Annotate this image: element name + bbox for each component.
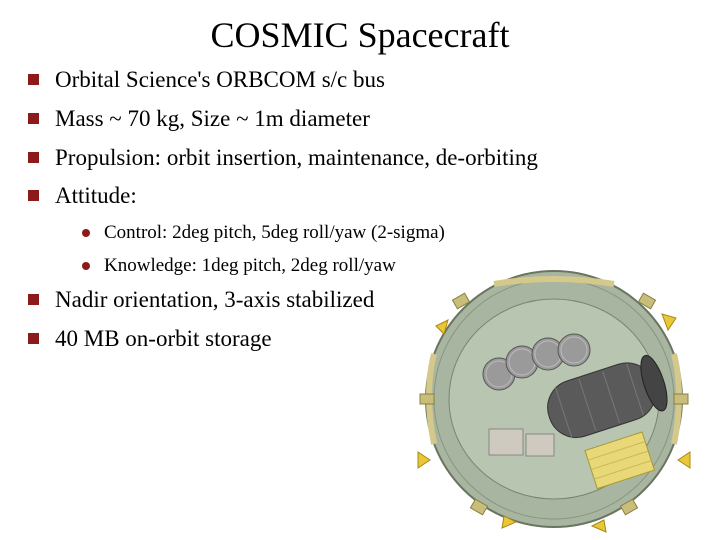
square-bullet-icon [28, 333, 39, 344]
spacecraft-diagram [394, 254, 714, 534]
bullet-text: Attitude: [55, 182, 137, 211]
square-bullet-icon [28, 294, 39, 305]
bullet-text: Mass ~ 70 kg, Size ~ 1m diameter [55, 105, 370, 134]
bullet-text: 40 MB on-orbit storage [55, 325, 272, 354]
sub-bullet-text: Knowledge: 1deg pitch, 2deg roll/yaw [104, 254, 396, 279]
square-bullet-icon [28, 190, 39, 201]
bullet-text: Nadir orientation, 3-axis stabilized [55, 286, 374, 315]
bullet-text: Orbital Science's ORBCOM s/c bus [55, 66, 385, 95]
list-item: Orbital Science's ORBCOM s/c bus [28, 66, 692, 95]
square-bullet-icon [28, 113, 39, 124]
bullet-text: Propulsion: orbit insertion, maintenance… [55, 144, 538, 173]
list-item: Propulsion: orbit insertion, maintenance… [28, 144, 692, 173]
dot-bullet-icon [82, 262, 90, 270]
list-item: Mass ~ 70 kg, Size ~ 1m diameter [28, 105, 692, 134]
square-bullet-icon [28, 152, 39, 163]
sub-bullet-text: Control: 2deg pitch, 5deg roll/yaw (2-si… [104, 221, 445, 246]
page-title: COSMIC Spacecraft [0, 0, 720, 66]
sub-list-item: Control: 2deg pitch, 5deg roll/yaw (2-si… [82, 221, 692, 246]
dot-bullet-icon [82, 229, 90, 237]
list-item: Attitude: [28, 182, 692, 211]
square-bullet-icon [28, 74, 39, 85]
